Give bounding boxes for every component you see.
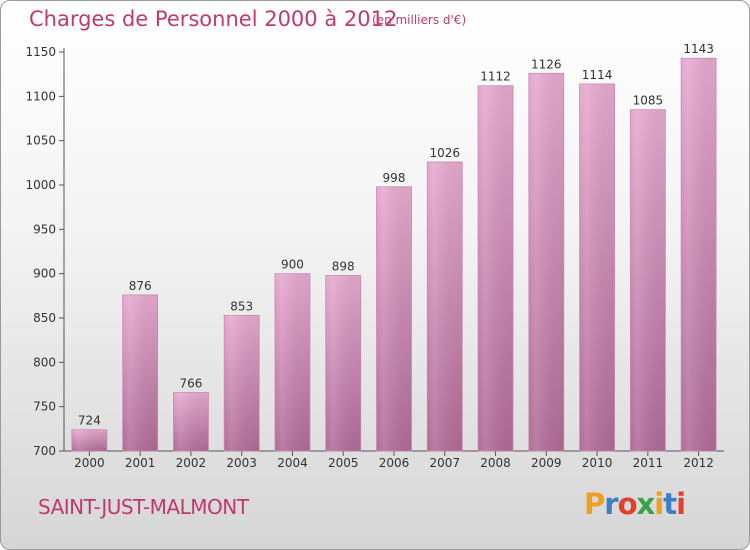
bar-highlight [630, 110, 665, 451]
bar-highlight [427, 162, 462, 451]
x-tick-label: 2011 [633, 456, 664, 470]
bar-highlight [275, 274, 310, 451]
y-tick-label: 900 [33, 267, 56, 281]
y-tick-label: 850 [33, 311, 56, 325]
bar-value-label: 1112 [480, 70, 511, 84]
y-tick-label: 1000 [25, 178, 56, 192]
logo-letter: x [637, 487, 655, 521]
bar-value-label: 1126 [531, 57, 562, 71]
x-tick-label: 2003 [226, 456, 257, 470]
x-tick-label: 2006 [379, 456, 410, 470]
x-tick-label: 2000 [74, 456, 105, 470]
bar-value-label: 1143 [683, 42, 714, 56]
bar-highlight [123, 295, 158, 451]
proxiti-logo[interactable]: Proxiti [584, 487, 685, 521]
bar-value-label: 876 [129, 279, 152, 293]
bar-value-label: 853 [230, 299, 253, 313]
x-tick-label: 2005 [328, 456, 359, 470]
bar-highlight [173, 392, 208, 451]
x-tick-label: 2002 [176, 456, 207, 470]
bar-highlight [377, 187, 412, 451]
bar-highlight [224, 315, 259, 451]
bar-highlight [478, 86, 513, 451]
x-tick-label: 2009 [531, 456, 562, 470]
y-tick-label: 1100 [25, 89, 56, 103]
x-tick-label: 2001 [125, 456, 156, 470]
bar-highlight [72, 430, 107, 451]
bar-highlight [529, 73, 564, 451]
logo-letter: t [663, 487, 676, 521]
x-tick-label: 2010 [582, 456, 613, 470]
x-tick-label: 2012 [683, 456, 714, 470]
logo-letter: r [604, 487, 617, 521]
y-tick-label: 700 [33, 444, 56, 458]
x-tick-label: 2004 [277, 456, 308, 470]
bar-value-label: 1085 [633, 94, 664, 108]
x-tick-label: 2008 [480, 456, 511, 470]
y-tick-label: 800 [33, 355, 56, 369]
logo-letter: i [654, 487, 663, 521]
bar-value-label: 766 [179, 376, 202, 390]
y-tick-label: 1050 [25, 134, 56, 148]
commune-name: SAINT-JUST-MALMONT [38, 495, 248, 519]
y-tick-label: 950 [33, 222, 56, 236]
bar-series: 724 876 766 853 900 898 998 1026 1112 1126 1114 108… [72, 42, 716, 451]
bar-highlight [681, 58, 716, 451]
bar-highlight [326, 275, 361, 451]
y-tick-label: 1150 [25, 45, 56, 59]
bar-value-label: 724 [78, 414, 101, 428]
y-tick-label: 750 [33, 400, 56, 414]
bar-value-label: 898 [332, 259, 355, 273]
bar-value-label: 1026 [429, 146, 460, 160]
logo-letter: o [618, 487, 637, 521]
bar-value-label: 1114 [582, 68, 613, 82]
bar-value-label: 900 [281, 258, 304, 272]
x-tick-label: 2007 [429, 456, 460, 470]
y-axis: 700 750 800 850 900 950 1000 1050 1100 1150 [25, 45, 64, 458]
x-axis: 2000 2001 2002 2003 2004 2005 2006 2007 2008 2009… [64, 451, 724, 470]
logo-letter: P [584, 487, 604, 521]
bar-value-label: 998 [383, 171, 406, 185]
bar-highlight [580, 84, 615, 451]
logo-letter: i [676, 487, 685, 521]
